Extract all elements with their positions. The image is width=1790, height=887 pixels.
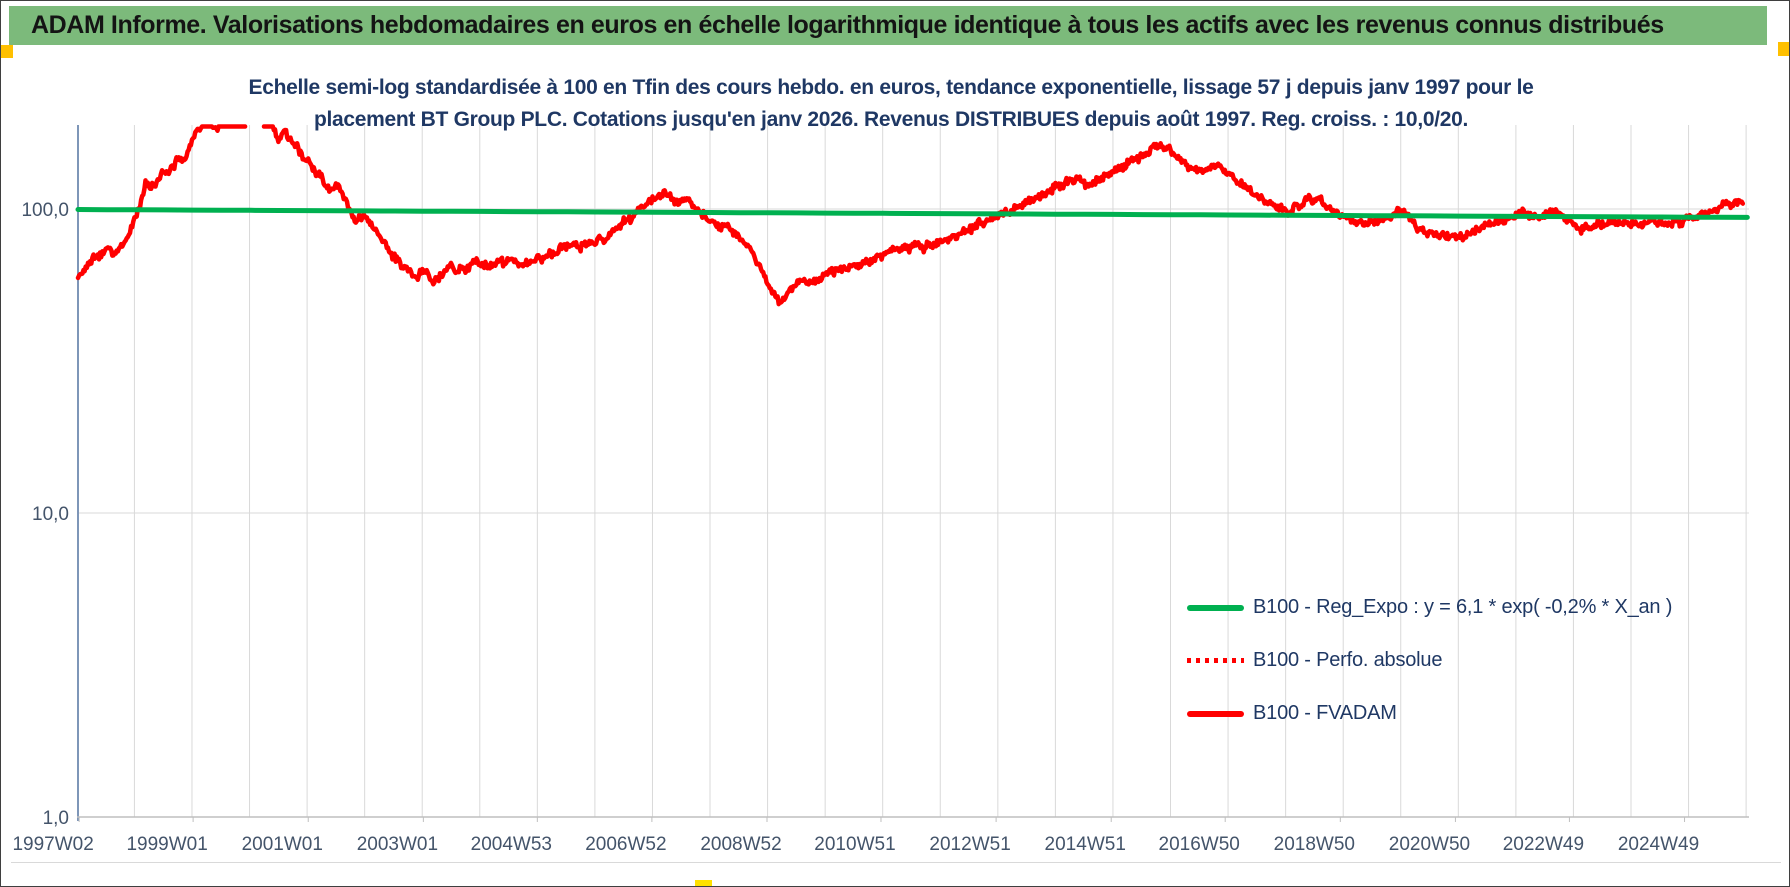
- x-tick-label: 2008W52: [700, 834, 781, 855]
- x-tick-label: 1997W02: [12, 834, 93, 855]
- x-tick-label: 2022W49: [1503, 834, 1584, 855]
- x-tick-label: 2014W51: [1045, 834, 1126, 855]
- x-tick-label: 2012W51: [929, 834, 1010, 855]
- x-tick-label: 2016W50: [1159, 834, 1240, 855]
- left-orange-marker: [1, 45, 13, 58]
- legend-item-1: B100 - Perfo. absolue: [1187, 648, 1672, 673]
- legend-label: B100 - Perfo. absolue: [1253, 649, 1443, 671]
- chart-legend: B100 - Reg_Expo : y = 6,1 * exp( -0,2% *…: [1187, 595, 1672, 726]
- chart-title-line2: placement BT Group PLC. Cotations jusqu'…: [313, 107, 1469, 131]
- x-tick-label: 2003W01: [357, 834, 438, 855]
- x-tick-label: 2024W49: [1618, 834, 1699, 855]
- bottom-divider: [11, 862, 1781, 863]
- x-tick-label: 1999W01: [126, 834, 207, 855]
- legend-swatch-solid-line: [1187, 710, 1244, 717]
- chart-title-line1: Echelle semi-log standardisée à 100 en T…: [248, 76, 1534, 99]
- legend-item-2: B100 - FVADAM: [1187, 701, 1672, 726]
- y-tick-label: 10,0: [32, 504, 69, 525]
- chart-title: Echelle semi-log standardisée à 100 en T…: [121, 72, 1661, 135]
- x-tick-label: 2020W50: [1389, 834, 1470, 855]
- series-line-b100-reg-expo: [75, 207, 1750, 220]
- legend-swatch-dotted-line: [1187, 658, 1244, 663]
- y-tick-label: 1,0: [43, 808, 69, 829]
- legend-item-0: B100 - Reg_Expo : y = 6,1 * exp( -0,2% *…: [1187, 595, 1672, 620]
- x-tick-label: 2006W52: [585, 834, 666, 855]
- report-title-banner: ADAM Informe. Valorisations hebdomadaire…: [9, 6, 1767, 45]
- report-title: ADAM Informe. Valorisations hebdomadaire…: [31, 11, 1664, 39]
- x-tick-label: 2004W53: [471, 834, 552, 855]
- legend-label: B100 - Reg_Expo : y = 6,1 * exp( -0,2% *…: [1253, 596, 1673, 618]
- legend-label: B100 - FVADAM: [1253, 702, 1397, 724]
- x-tick-label: 2001W01: [242, 834, 323, 855]
- right-orange-marker: [1778, 42, 1789, 56]
- x-tick-label: 2018W50: [1274, 834, 1355, 855]
- x-tick-label: 2010W51: [814, 834, 895, 855]
- legend-swatch-solid-line: [1187, 604, 1244, 611]
- bottom-yellow-marker: [695, 880, 712, 886]
- y-tick-label: 100,0: [21, 200, 69, 221]
